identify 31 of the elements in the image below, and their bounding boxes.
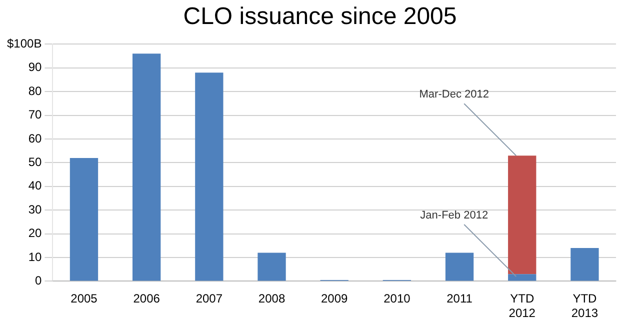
- y-tick-label: 40: [28, 178, 42, 193]
- x-tick-label: 2006: [133, 292, 160, 306]
- x-tick-label: 2005: [70, 292, 98, 306]
- bar: [508, 156, 536, 274]
- y-tick-label: 70: [28, 108, 42, 122]
- x-tick-label: 2009: [321, 292, 348, 306]
- chart-title: CLO issuance since 2005: [182, 2, 458, 32]
- y-tick-label: 90: [28, 60, 42, 74]
- bar: [132, 54, 161, 281]
- bar: [195, 72, 224, 281]
- y-tick-label: $100B: [6, 36, 42, 51]
- y-tick-label: 50: [28, 155, 42, 170]
- x-tick-label: 2008: [258, 292, 286, 306]
- x-tick-label: 2007: [196, 292, 223, 306]
- y-tick-label: 20: [28, 226, 42, 240]
- y-tick-label: 0: [35, 274, 42, 288]
- bar: [258, 252, 286, 281]
- bar: [508, 274, 536, 281]
- x-tick-label: YTD 2013: [571, 292, 598, 320]
- bar: [445, 252, 474, 281]
- y-tick-label: 80: [28, 84, 42, 98]
- bar: [570, 248, 599, 281]
- x-tick-label: YTD 2012: [508, 292, 536, 320]
- y-tick-label: 30: [28, 202, 42, 216]
- annotation: Mar-Dec 2012: [419, 88, 489, 101]
- y-tick-label: 10: [28, 250, 42, 264]
- annotation: Jan-Feb 2012: [420, 209, 488, 222]
- x-tick-label: 2010: [384, 292, 411, 306]
- y-tick-label: 60: [28, 131, 42, 146]
- bar: [70, 158, 98, 281]
- x-tick-label: 2011: [446, 292, 473, 306]
